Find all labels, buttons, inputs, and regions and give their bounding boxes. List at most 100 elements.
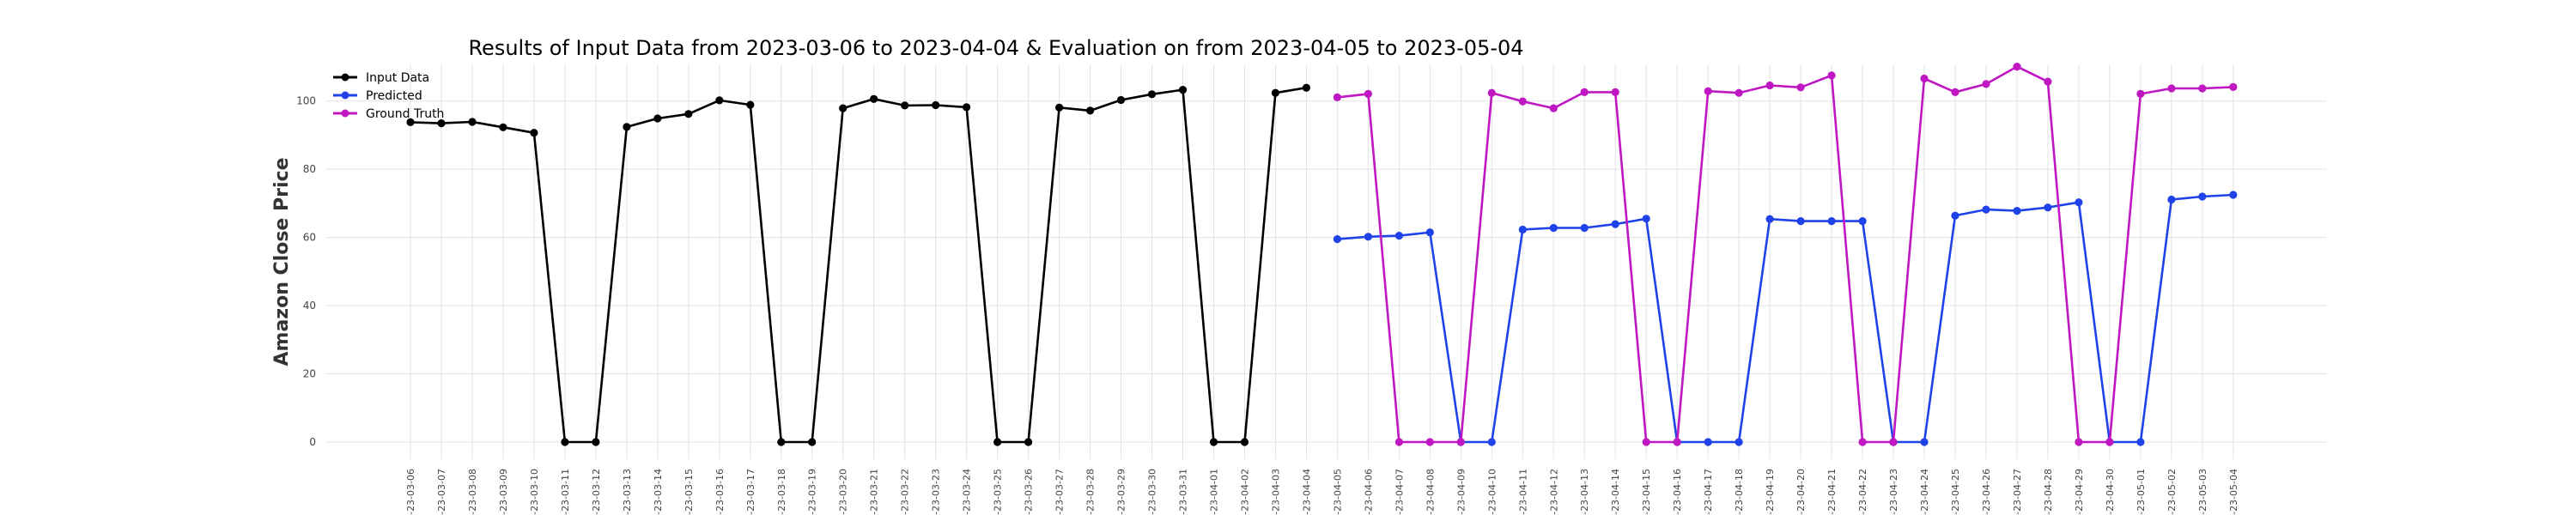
x-tick-label: -23-05-04: [2228, 469, 2239, 515]
data-point-predicted: [1951, 211, 1959, 220]
data-point-input-data: [1116, 95, 1126, 105]
data-point-ground-truth: [1456, 438, 1465, 446]
data-point-input-data: [1302, 83, 1310, 92]
data-point-predicted: [1704, 438, 1712, 446]
x-tick-label: -23-04-27: [2012, 469, 2023, 515]
x-tick-label: -23-04-24: [1919, 469, 1930, 515]
x-tick-label: -23-03-23: [931, 469, 942, 515]
data-point-input-data: [468, 118, 477, 126]
legend-swatch-marker: [341, 109, 349, 118]
x-tick-label: -23-04-23: [1888, 469, 1899, 515]
data-point-input-data: [746, 100, 755, 109]
data-point-ground-truth: [2167, 84, 2176, 93]
chart-title: Results of Input Data from 2023-03-06 to…: [468, 36, 1523, 60]
data-point-predicted: [1580, 223, 1589, 233]
data-point-predicted: [1827, 217, 1836, 226]
data-point-predicted: [1333, 235, 1341, 244]
data-point-ground-truth: [1827, 71, 1836, 80]
data-point-ground-truth: [1673, 438, 1681, 446]
legend-label-ground-truth: Ground Truth: [366, 107, 444, 121]
x-tick-label: -23-03-07: [436, 469, 447, 515]
data-point-input-data: [1147, 90, 1157, 99]
x-tick-label: -23-04-29: [2074, 469, 2085, 515]
data-point-input-data: [561, 438, 569, 446]
data-point-ground-truth: [1333, 93, 1341, 101]
x-tick-label: -23-03-21: [869, 469, 880, 515]
y-axis-ticks: 0 20 40 60 80 100: [296, 95, 316, 448]
data-point-input-data: [715, 96, 724, 105]
data-point-ground-truth: [1889, 438, 1898, 446]
data-point-input-data: [1024, 438, 1033, 446]
x-tick-label: -23-03-26: [1024, 469, 1035, 515]
x-tick-label: -23-04-25: [1950, 469, 1961, 515]
data-point-predicted: [2198, 192, 2207, 201]
legend-item-ground-truth: Ground Truth: [333, 107, 444, 121]
data-point-ground-truth: [1487, 88, 1496, 97]
y-tick-label: 0: [309, 436, 316, 448]
legend-label-predicted: Predicted: [366, 89, 422, 103]
x-tick-label: -23-04-26: [1981, 469, 1992, 515]
x-tick-label: -23-04-22: [1857, 469, 1868, 515]
x-tick-label: -23-04-16: [1672, 469, 1683, 515]
x-tick-label: -23-03-06: [405, 469, 416, 515]
data-point-ground-truth: [1394, 438, 1403, 446]
x-tick-label: -23-03-25: [993, 469, 1004, 515]
series-predicted: [1333, 191, 2238, 446]
x-tick-label: -23-03-14: [653, 469, 664, 515]
data-point-input-data: [932, 100, 940, 110]
series-line-ground-truth: [1337, 65, 2233, 444]
x-tick-label: -23-03-08: [467, 469, 478, 515]
x-tick-label: -23-04-01: [1208, 469, 1219, 515]
data-point-input-data: [406, 118, 415, 126]
series-layer: [406, 63, 2238, 446]
x-tick-label: -23-03-10: [529, 469, 540, 515]
data-point-predicted: [1394, 232, 1403, 240]
x-tick-label: -23-03-28: [1085, 469, 1097, 515]
x-tick-label: -23-05-01: [2136, 469, 2147, 515]
data-point-ground-truth: [1518, 97, 1527, 106]
y-axis-label: Amazon Close Price: [271, 158, 293, 367]
data-point-predicted: [2136, 438, 2145, 446]
x-tick-label: -23-04-21: [1826, 469, 1838, 515]
data-point-input-data: [592, 438, 600, 446]
data-point-ground-truth: [2229, 82, 2238, 91]
series-line-predicted: [1337, 193, 2233, 444]
x-tick-label: -23-03-20: [838, 469, 849, 515]
x-tick-label: -23-03-29: [1116, 469, 1127, 515]
data-point-ground-truth: [1580, 88, 1589, 96]
data-point-ground-truth: [2013, 63, 2021, 71]
y-tick-label: 100: [296, 95, 316, 107]
legend-item-predicted: Predicted: [333, 89, 422, 103]
data-point-predicted: [1858, 217, 1867, 226]
x-tick-label: -23-03-24: [962, 469, 973, 515]
y-tick-label: 40: [303, 300, 316, 312]
data-point-ground-truth: [1611, 88, 1619, 96]
x-tick-label: -23-03-30: [1147, 469, 1158, 515]
x-tick-label: -23-03-18: [776, 469, 787, 515]
legend-label-input-data: Input Data: [366, 71, 429, 85]
x-tick-label: -23-03-16: [714, 469, 726, 515]
data-point-input-data: [1209, 438, 1218, 446]
data-point-ground-truth: [1951, 88, 1959, 96]
x-tick-label: -23-04-02: [1239, 469, 1250, 515]
data-point-predicted: [1796, 217, 1805, 226]
data-point-ground-truth: [2105, 438, 2114, 446]
x-tick-label: -23-03-13: [622, 469, 633, 515]
x-tick-label: -23-04-06: [1363, 469, 1374, 515]
legend: Input Data Predicted Ground Truth: [333, 71, 444, 121]
data-point-input-data: [653, 114, 662, 123]
x-tick-label: -23-05-02: [2166, 469, 2178, 515]
y-tick-label: 20: [303, 368, 316, 380]
data-point-ground-truth: [2198, 84, 2207, 93]
data-point-input-data: [623, 123, 631, 131]
data-point-predicted: [1611, 220, 1619, 228]
x-tick-label: -23-04-20: [1795, 469, 1807, 515]
data-point-ground-truth: [1765, 81, 1774, 90]
x-tick-label: -23-03-31: [1178, 469, 1189, 515]
data-point-predicted: [1735, 438, 1743, 446]
data-point-predicted: [1920, 438, 1929, 446]
x-tick-label: -23-03-27: [1054, 469, 1066, 515]
x-tick-label: -23-04-18: [1734, 469, 1745, 515]
data-point-ground-truth: [1642, 438, 1650, 446]
